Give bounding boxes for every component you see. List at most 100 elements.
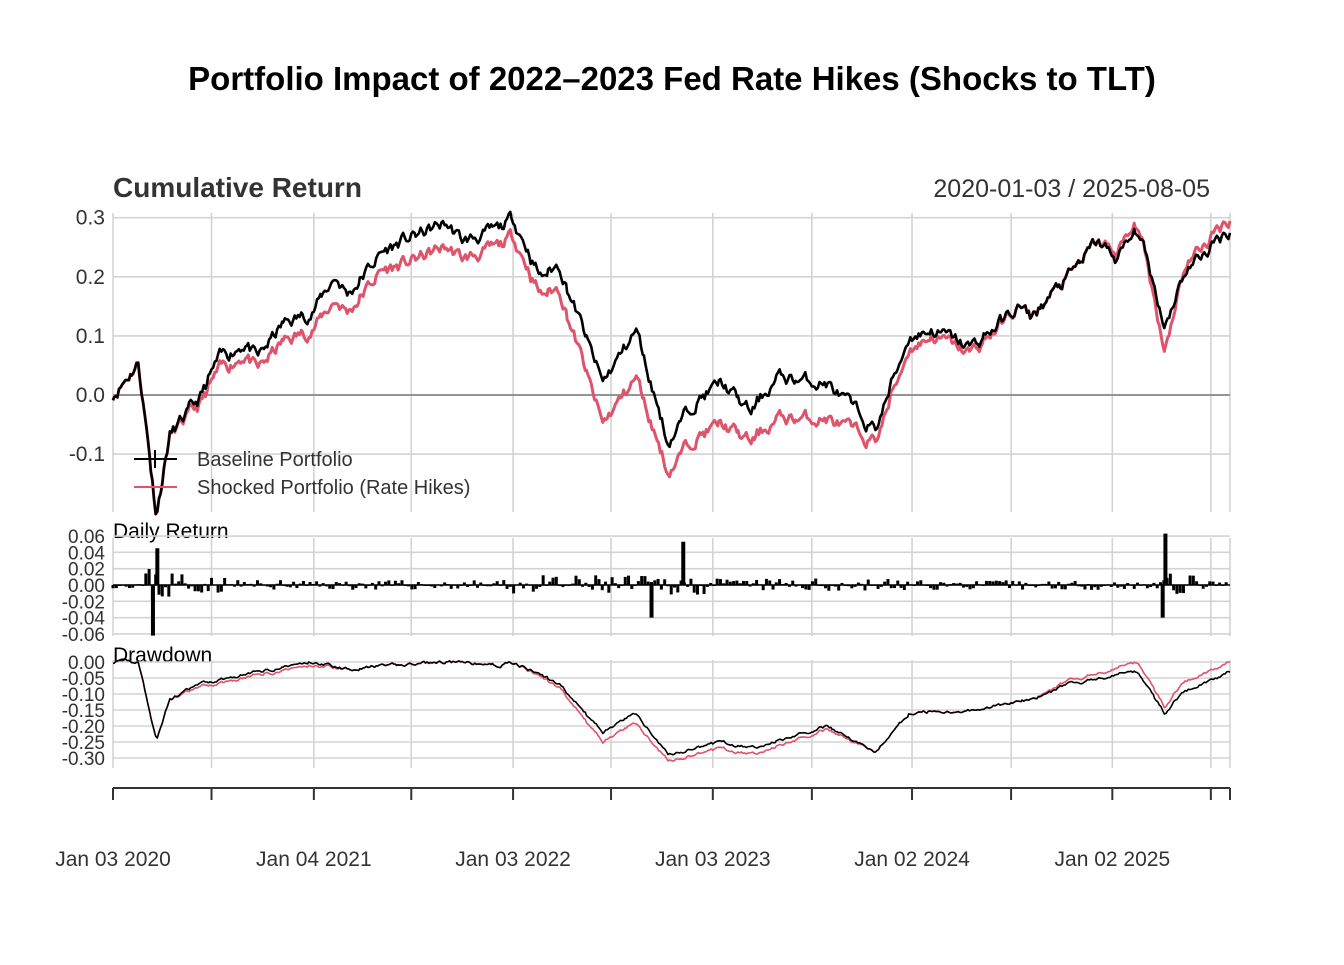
return-bar <box>1178 585 1182 593</box>
return-bar-notable-4 <box>1160 585 1165 618</box>
return-bar <box>393 580 397 585</box>
return-bar <box>659 585 663 590</box>
return-bar <box>370 582 374 585</box>
return-bar <box>916 581 920 585</box>
return-bar <box>521 585 525 589</box>
return-bar <box>1218 582 1222 585</box>
return-bar <box>866 579 870 585</box>
return-bar <box>160 585 164 597</box>
return-bar <box>1083 585 1087 590</box>
return-bar <box>1011 580 1015 585</box>
return-bar <box>252 585 256 587</box>
daily-return-tick-label: -0.02 <box>62 592 105 613</box>
return-bar <box>689 578 693 585</box>
return-bar <box>1024 582 1028 585</box>
return-bar <box>357 583 361 585</box>
return-bar <box>692 585 696 593</box>
x-tick-label: Jan 03 2023 <box>655 848 771 871</box>
return-bar <box>1181 585 1185 594</box>
return-bar <box>630 585 634 589</box>
return-bar <box>551 577 555 585</box>
x-tick-label: Jan 04 2021 <box>256 848 372 871</box>
return-bar <box>853 585 857 587</box>
panel-title-drawdown: Drawdown <box>113 644 212 667</box>
return-bar <box>764 578 768 585</box>
return-bar <box>581 585 585 587</box>
return-bar <box>1007 585 1011 589</box>
return-bar <box>646 581 650 585</box>
return-bar <box>111 585 115 589</box>
return-bar <box>801 585 805 589</box>
return-bar <box>1208 581 1212 585</box>
return-bar <box>748 585 752 587</box>
return-bar <box>479 582 483 585</box>
daily-return-tick-label: -0.04 <box>62 609 106 630</box>
return-bar <box>745 581 749 585</box>
return-bar <box>938 582 942 585</box>
return-bar <box>1053 585 1057 589</box>
return-bar <box>1080 585 1084 587</box>
return-bar-notable-1 <box>155 548 160 585</box>
x-tick-label: Jan 02 2024 <box>854 848 970 871</box>
return-bar <box>636 581 640 585</box>
return-bar <box>416 582 420 585</box>
return-bar <box>883 581 887 585</box>
return-bar <box>410 585 414 590</box>
return-bar <box>824 585 828 589</box>
return-bar <box>1050 585 1054 589</box>
return-bar <box>1057 581 1061 585</box>
return-bar <box>574 575 578 585</box>
return-bar <box>216 585 220 593</box>
return-bar <box>784 582 788 585</box>
x-tick-label: Jan 03 2020 <box>55 848 171 871</box>
return-bar <box>1073 580 1077 585</box>
return-bar <box>590 585 594 590</box>
return-bar <box>650 582 654 585</box>
return-bar <box>384 581 388 585</box>
return-bar <box>1060 585 1064 590</box>
return-bar <box>787 585 791 587</box>
return-bar <box>929 585 933 589</box>
return-bar <box>774 582 778 585</box>
return-bar <box>610 577 614 585</box>
return-bar <box>206 585 210 592</box>
return-bar <box>1113 582 1117 585</box>
return-bar <box>814 578 818 585</box>
drawdown-tick-label: -0.20 <box>62 717 105 738</box>
x-axis: Jan 03 2020 Jan 04 2021 Jan 03 2022 Jan 03 … <box>55 787 1231 871</box>
return-bar <box>643 576 647 585</box>
date-range-label: 2020-01-03 / 2025-08-05 <box>933 175 1210 203</box>
return-bar <box>778 579 782 585</box>
return-bar <box>942 582 946 585</box>
return-bar <box>594 575 598 585</box>
return-bar <box>495 581 499 585</box>
return-bar <box>988 580 992 585</box>
legend-label-baseline: Baseline Portfolio <box>197 449 353 471</box>
return-bar <box>771 585 775 590</box>
drawdown-tick-label: -0.05 <box>62 669 105 690</box>
return-bar <box>196 585 200 592</box>
return-bar <box>1109 585 1113 587</box>
return-bar <box>315 581 319 585</box>
return-bar <box>193 585 197 592</box>
return-bar <box>768 580 772 585</box>
return-bar <box>538 585 542 587</box>
return-bar <box>751 583 755 585</box>
return-bar <box>1063 585 1067 590</box>
cumulative-y-axis: 0.3 0.2 0.1 0.0 -0.1 <box>69 207 105 466</box>
return-bar-notable-2 <box>649 585 654 618</box>
return-bar <box>1047 581 1051 585</box>
return-bar <box>679 580 683 585</box>
return-bar <box>1017 581 1021 585</box>
return-bar <box>413 585 417 590</box>
return-bar <box>397 583 401 585</box>
return-bar <box>236 580 240 585</box>
return-bar <box>1155 585 1159 589</box>
return-bar <box>308 581 312 585</box>
return-bar <box>1136 582 1140 585</box>
return-bar-notable-0 <box>150 585 155 636</box>
return-bar <box>968 585 972 590</box>
return-bar <box>331 585 335 590</box>
return-bar <box>147 568 151 585</box>
